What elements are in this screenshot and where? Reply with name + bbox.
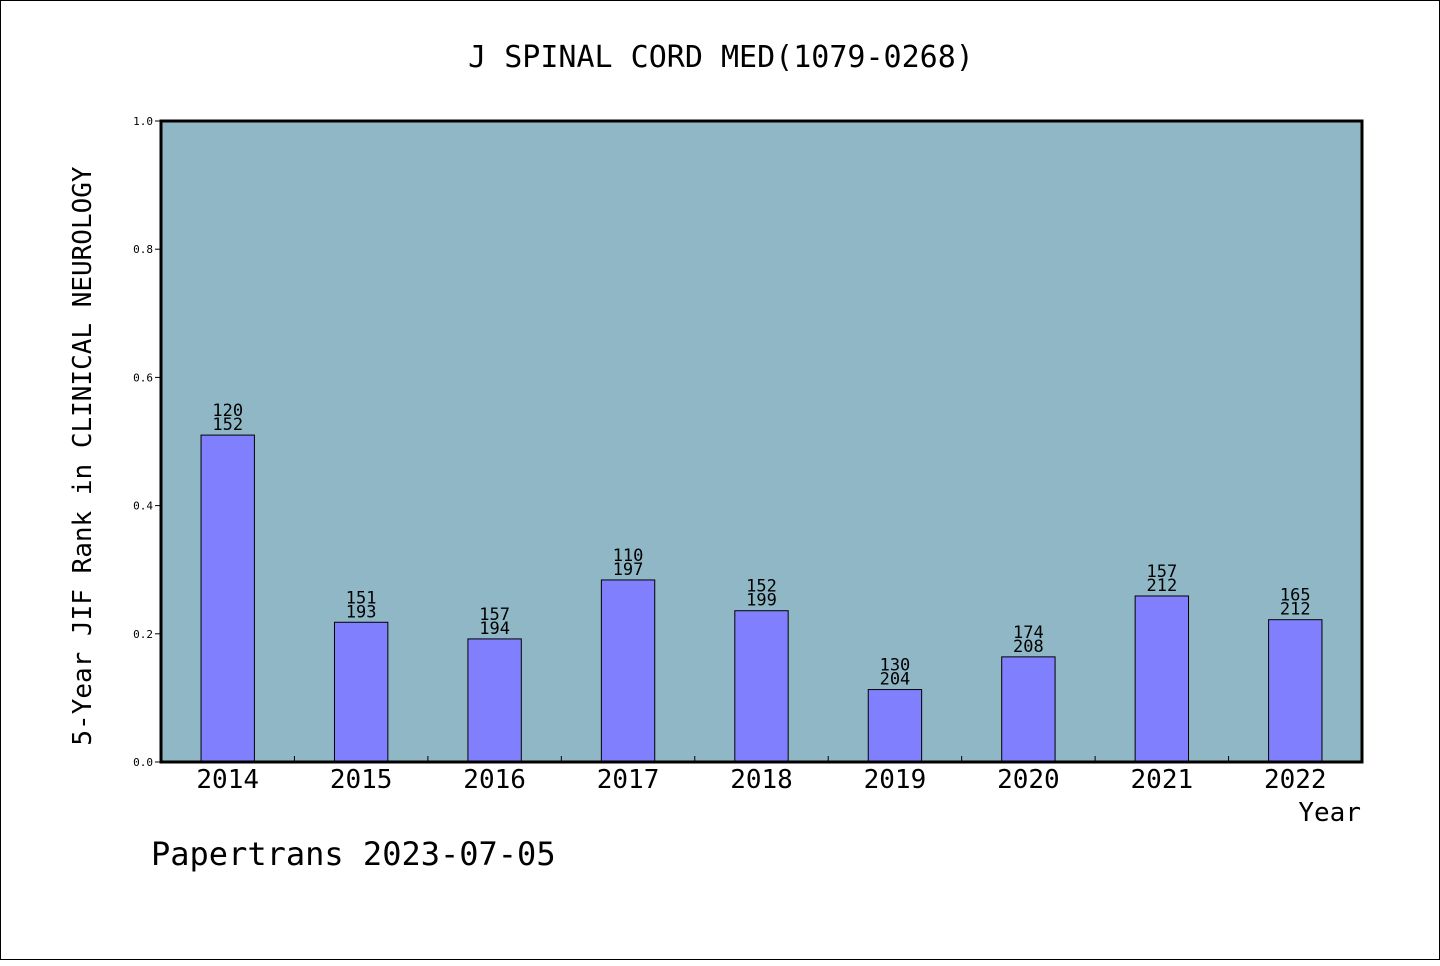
bars (200, 434, 1323, 763)
bar-rank-label: 120 (212, 401, 243, 421)
bar-2014 (200, 434, 255, 763)
x-tick-label: 2022 (1264, 765, 1327, 795)
y-axis-ticks: 0.0 0.2 0.4 0.6 0.8 1.0 (133, 115, 161, 769)
y-tick-label: 0.2 (133, 628, 153, 641)
bar-rank-label: 165 (1280, 586, 1311, 606)
bar-2016 (467, 638, 522, 763)
x-tick-label: 2016 (463, 765, 526, 795)
x-axis-label: Year (1298, 798, 1361, 828)
y-tick-label: 0.0 (133, 756, 153, 769)
bar-2019 (867, 689, 923, 763)
x-tick-label: 2021 (1131, 765, 1194, 795)
bar-2021 (1134, 595, 1190, 763)
chart-title: J SPINAL CORD MED(1079-0268) (468, 40, 974, 75)
bar-rank-label: 152 (746, 577, 777, 597)
bar-total-label: 204 (880, 670, 911, 690)
bar-2017 (600, 579, 656, 763)
bar-total-label: 199 (746, 591, 777, 611)
y-axis-label: 5-Year JIF Rank in CLINICAL NEUROLOGY (68, 166, 98, 746)
bar-total-label: 212 (1280, 600, 1311, 620)
bar-2022 (1268, 619, 1323, 763)
x-tick-label: 2019 (864, 765, 927, 795)
bar-2015 (333, 621, 389, 763)
footer-text: Papertrans 2023-07-05 (151, 835, 556, 873)
x-tick-label: 2017 (597, 765, 660, 795)
bar-rank-label: 151 (346, 588, 377, 608)
x-tick-label: 2018 (730, 765, 793, 795)
bar-total-label: 193 (346, 602, 377, 622)
bar-2018 (734, 610, 789, 763)
x-axis-ticks: 2014 2015 2016 2017 2018 2019 2020 2021 2022 (196, 756, 1327, 795)
bar-total-label: 197 (613, 560, 644, 580)
y-tick-label: 0.8 (133, 243, 153, 256)
bar-2020 (1001, 656, 1056, 763)
y-tick-label: 0.6 (133, 371, 153, 384)
bar-rank-label: 130 (880, 656, 911, 676)
y-tick-label: 1.0 (133, 115, 153, 128)
y-tick-label: 0.4 (133, 500, 153, 513)
bar-total-label: 212 (1146, 576, 1177, 596)
x-tick-label: 2014 (196, 765, 259, 795)
plot-border (159, 119, 1364, 764)
x-tick-label: 2020 (997, 765, 1060, 795)
bar-rank-label: 157 (1146, 562, 1177, 582)
x-tick-label: 2015 (330, 765, 393, 795)
bar-total-label: 208 (1013, 637, 1044, 657)
bar-total-label: 152 (212, 415, 243, 435)
bar-rank-label: 157 (479, 605, 510, 625)
bar-rank-label: 110 (613, 546, 644, 566)
bar-rank-label: 174 (1013, 623, 1044, 643)
bar-total-label: 194 (479, 619, 510, 639)
